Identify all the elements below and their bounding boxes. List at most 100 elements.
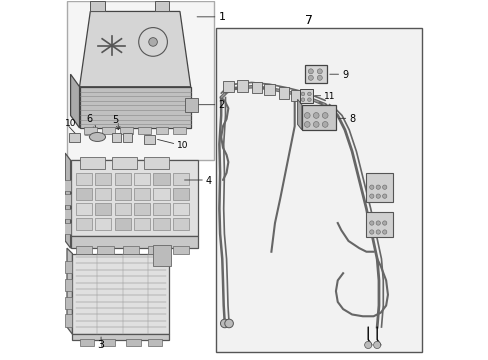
Bar (69, 133, 80, 141)
Circle shape (308, 75, 313, 80)
Bar (115, 203, 131, 215)
Bar (172, 188, 188, 200)
Bar (155, 127, 168, 134)
Polygon shape (72, 334, 169, 339)
Bar (83, 127, 97, 134)
Circle shape (308, 69, 313, 74)
Bar (305, 65, 326, 83)
Bar (153, 188, 169, 200)
Bar (144, 135, 155, 144)
Text: 7: 7 (305, 14, 312, 27)
Polygon shape (90, 1, 104, 12)
Text: 10: 10 (177, 141, 188, 150)
Bar (172, 173, 188, 185)
Circle shape (382, 194, 386, 198)
Bar (95, 173, 111, 185)
Bar (120, 127, 132, 134)
Bar (76, 203, 92, 215)
Bar (112, 134, 121, 142)
Circle shape (317, 69, 322, 74)
Bar (115, 173, 131, 185)
Bar (300, 89, 312, 103)
Bar (122, 134, 131, 142)
Bar (147, 246, 163, 253)
Bar (134, 203, 150, 215)
Circle shape (375, 185, 380, 189)
Bar (185, 98, 198, 112)
Bar (63, 209, 70, 220)
Circle shape (313, 113, 319, 118)
Circle shape (304, 113, 309, 118)
Bar (95, 218, 111, 230)
Circle shape (322, 122, 327, 127)
Polygon shape (65, 153, 70, 248)
Bar (97, 246, 113, 253)
Bar (223, 81, 233, 93)
Bar (65, 315, 72, 327)
Circle shape (369, 194, 373, 198)
Bar (251, 82, 262, 93)
Circle shape (382, 221, 386, 225)
Polygon shape (70, 74, 80, 128)
Bar (366, 212, 392, 237)
Bar (76, 218, 92, 230)
Bar (172, 246, 188, 253)
Circle shape (322, 113, 327, 118)
Polygon shape (72, 253, 169, 334)
Bar (122, 246, 139, 253)
Text: 11: 11 (324, 92, 335, 101)
Bar (102, 127, 115, 134)
Bar (65, 279, 72, 291)
Polygon shape (67, 248, 72, 334)
Ellipse shape (89, 132, 105, 141)
Text: 10: 10 (65, 119, 77, 128)
Circle shape (373, 341, 380, 348)
Bar (172, 203, 188, 215)
Text: 3: 3 (97, 340, 104, 350)
Circle shape (382, 230, 386, 234)
Bar (95, 203, 111, 215)
Bar (65, 261, 72, 273)
Bar (101, 338, 115, 346)
Circle shape (313, 122, 319, 127)
Circle shape (301, 92, 304, 96)
Circle shape (148, 38, 157, 46)
Bar (63, 194, 70, 205)
Bar (237, 80, 247, 92)
Bar (153, 218, 169, 230)
Circle shape (220, 319, 228, 328)
Bar (215, 28, 421, 352)
Polygon shape (80, 12, 190, 87)
Polygon shape (80, 87, 190, 128)
Polygon shape (70, 235, 198, 248)
Bar (144, 157, 169, 168)
Bar (153, 203, 169, 215)
Text: 5: 5 (112, 115, 118, 125)
Text: 8: 8 (348, 114, 355, 124)
Circle shape (317, 75, 322, 80)
Bar (278, 87, 289, 99)
Circle shape (304, 122, 309, 127)
Bar (63, 223, 70, 234)
Bar (80, 338, 94, 346)
Circle shape (301, 98, 304, 102)
Circle shape (369, 230, 373, 234)
Circle shape (375, 221, 380, 225)
Bar (126, 338, 140, 346)
Bar (65, 297, 72, 309)
Bar (76, 246, 92, 253)
Bar (80, 157, 104, 168)
Bar (115, 218, 131, 230)
Text: 9: 9 (341, 70, 347, 80)
Bar (137, 127, 150, 134)
Bar (264, 84, 274, 95)
Bar (115, 188, 131, 200)
Circle shape (369, 221, 373, 225)
Text: 2: 2 (218, 100, 224, 110)
Bar (134, 218, 150, 230)
Circle shape (224, 319, 233, 328)
Circle shape (375, 194, 380, 198)
Bar (366, 173, 392, 202)
Bar (147, 338, 162, 346)
Bar (134, 173, 150, 185)
